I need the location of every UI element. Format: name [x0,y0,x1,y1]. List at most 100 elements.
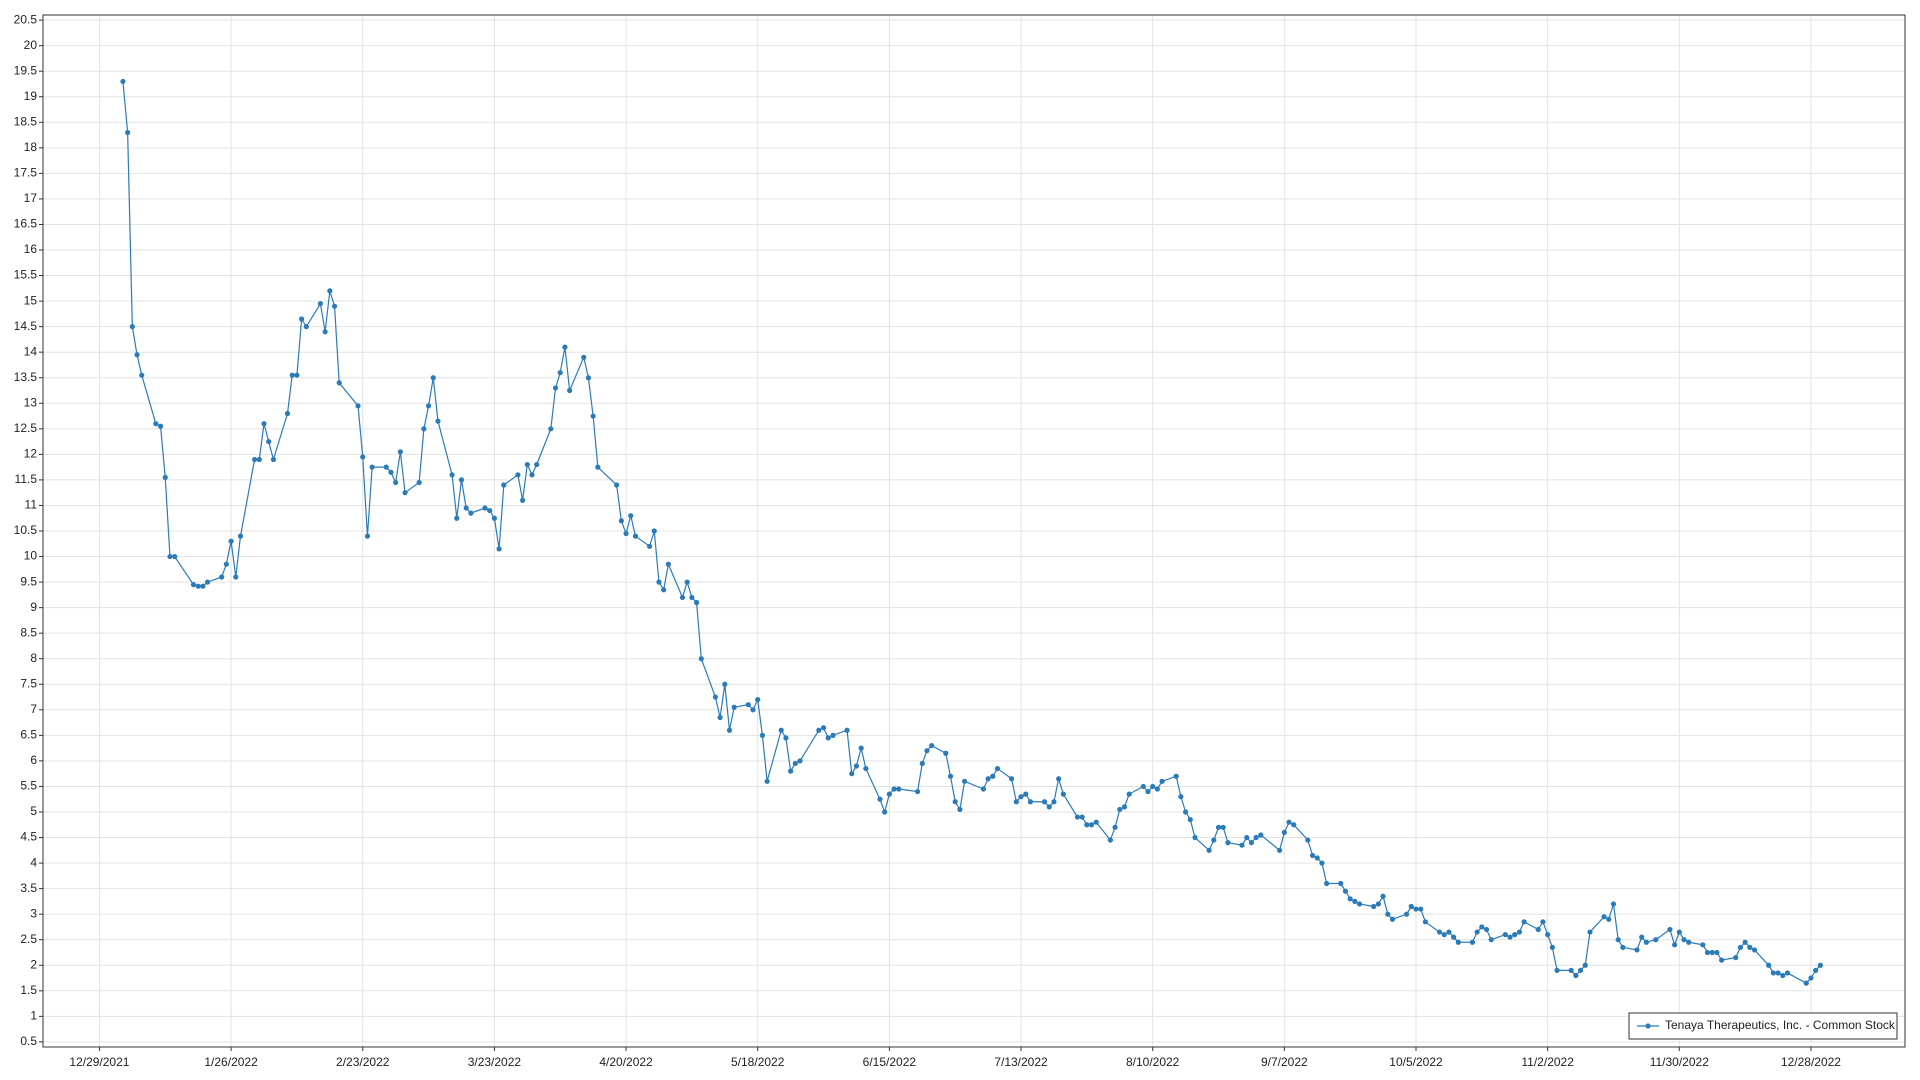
data-point [1305,837,1311,843]
data-point [1371,903,1377,910]
data-point [195,583,201,589]
data-point [1380,893,1386,899]
data-point [1027,799,1034,805]
data-point [1422,919,1428,925]
data-point [1653,937,1659,943]
y-tick-label: 12 [24,447,38,461]
data-point [331,303,338,309]
data-point [322,329,328,335]
x-tick-label: 3/23/2022 [468,1055,522,1069]
x-tick-label: 4/20/2022 [599,1055,653,1069]
data-point [1023,791,1029,797]
data-point [623,530,629,537]
y-tick-label: 3 [30,906,37,920]
data-point [825,735,831,741]
data-point [1385,911,1391,917]
data-point [1342,888,1349,894]
data-point [1813,967,1819,973]
data-point [628,513,634,519]
data-point [524,461,530,468]
data-point [961,778,968,784]
plot-frame [42,14,1906,1048]
data-point [679,594,686,601]
y-tick-label: 19.5 [14,63,38,77]
y-tick-label: 17.5 [14,166,38,180]
y-tick-label: 11 [25,498,38,512]
data-point [816,727,822,733]
data-point [1074,814,1081,820]
data-point [1041,799,1048,805]
data-point [1568,967,1574,973]
data-point [1281,829,1287,836]
data-point [289,372,295,378]
data-point [468,510,474,516]
data-point [1107,837,1113,843]
data-point [294,372,300,378]
data-point [1704,949,1711,956]
x-tick-label: 1/26/2022 [204,1055,258,1069]
data-point [618,518,624,524]
data-point [844,727,850,733]
data-point [125,129,131,136]
data-point [266,438,272,445]
data-point [129,324,135,330]
data-point [1286,819,1292,825]
y-tick-label: 9.5 [20,574,37,588]
data-point [1206,847,1212,853]
data-point [284,410,291,417]
data-point [755,696,761,703]
data-point [1403,911,1410,917]
data-point [364,533,371,539]
data-point [1013,799,1019,805]
y-tick-label: 12.5 [14,421,38,435]
data-point [853,763,860,769]
x-tick-label: 5/18/2022 [731,1055,785,1069]
data-point [416,479,422,486]
data-point [1483,926,1490,933]
data-point [383,464,389,470]
y-tick-label: 15 [24,293,38,307]
data-point [520,497,526,503]
data-point [882,809,888,815]
data-point [891,786,897,792]
data-point [1512,932,1518,938]
data-point [595,464,601,470]
x-tick-label: 7/13/2022 [994,1055,1048,1069]
data-point [632,533,639,539]
data-point [1803,980,1809,986]
data-point [219,574,225,580]
x-tick-label: 12/28/2022 [1781,1055,1841,1069]
y-tick-label: 2 [30,957,37,971]
y-tick-label: 5 [30,804,37,818]
data-point [567,387,573,394]
data-point [1709,949,1715,956]
y-tick-label: 3.5 [20,881,37,895]
y-tick-label: 8 [30,651,37,665]
data-point [1587,929,1593,935]
y-tick-label: 2.5 [20,932,37,946]
data-point [1751,947,1758,953]
data-point [759,732,766,738]
y-tick-label: 4 [30,855,37,869]
data-point [200,583,206,589]
data-point [656,579,662,585]
data-point [1479,924,1485,930]
data-point [552,385,559,391]
data-point [1375,901,1381,907]
data-point [1817,962,1823,968]
data-point [1408,903,1414,910]
y-tick-label: 16 [24,242,38,256]
data-point [590,413,596,419]
data-point [1545,932,1551,938]
data-point [1117,806,1123,813]
data-point [270,456,276,463]
data-point [496,546,502,552]
data-point [1253,834,1259,841]
data-point [1319,860,1325,866]
data-point [1747,944,1753,950]
data-point [204,579,211,585]
data-point [614,482,620,488]
data-point [1277,847,1283,853]
y-tick-label: 13 [24,395,38,409]
